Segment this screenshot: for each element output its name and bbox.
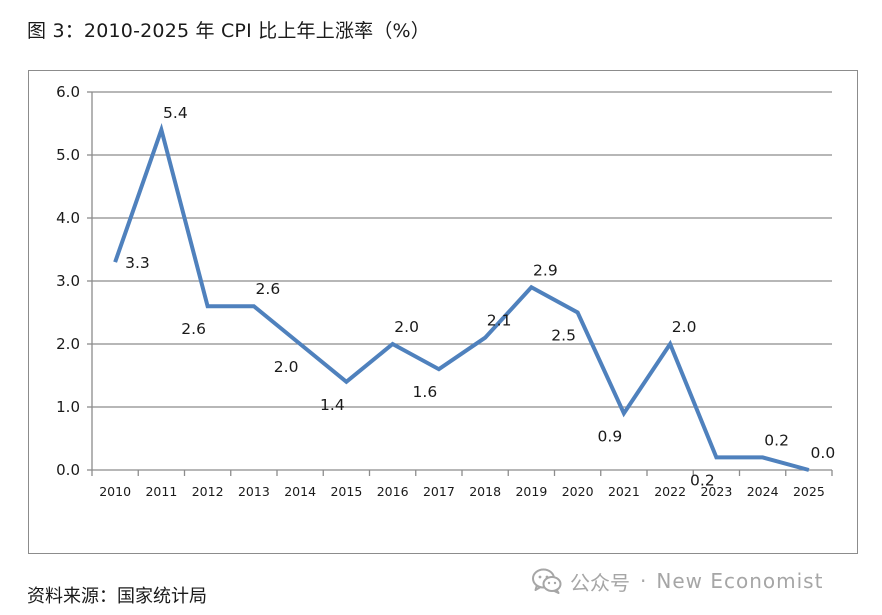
data-label: 0.0 (811, 444, 836, 462)
watermark-account: 公众号 (570, 570, 630, 595)
x-tick-label: 2010 (99, 484, 131, 499)
x-tick-label: 2014 (284, 484, 316, 499)
source-note: 资料来源：国家统计局 (27, 586, 207, 607)
chart-title: 图 3：2010-2025 年 CPI 比上年上涨率（%） (27, 20, 430, 42)
data-label: 2.1 (487, 312, 512, 330)
y-tick-label: 0.0 (56, 461, 80, 479)
data-label: 0.2 (690, 471, 715, 489)
watermark-separator: · (640, 569, 647, 593)
wechat-icon (532, 568, 562, 594)
x-tick-label: 2025 (793, 484, 825, 499)
data-label: 5.4 (163, 104, 188, 122)
chart-frame (28, 70, 858, 554)
x-tick-label: 2017 (423, 484, 455, 499)
x-tick-label: 2020 (562, 484, 594, 499)
watermark: 公众号 · New Economist (532, 567, 823, 595)
x-tick-label: 2016 (377, 484, 409, 499)
x-tick-label: 2023 (700, 484, 732, 499)
data-label: 0.9 (598, 427, 623, 445)
data-label: 2.0 (274, 358, 299, 376)
x-tick-label: 2022 (654, 484, 686, 499)
x-tick-label: 2013 (238, 484, 270, 499)
x-tick-label: 2012 (192, 484, 224, 499)
data-label: 2.6 (256, 280, 281, 298)
data-label: 0.2 (764, 431, 789, 449)
y-tick-label: 6.0 (56, 83, 80, 101)
x-tick-label: 2011 (145, 484, 177, 499)
y-tick-label: 5.0 (56, 146, 80, 164)
axes: 0.0 1.0 2.0 3.0 4.0 5.0 6.0 2010 2011 2012 2013 201… (56, 83, 833, 499)
data-label: 2.0 (672, 318, 697, 336)
data-label: 1.6 (413, 383, 438, 401)
x-tick-label: 2018 (469, 484, 501, 499)
watermark-brand: New Economist (656, 569, 824, 593)
data-label: 2.0 (394, 318, 419, 336)
x-tick-label: 2019 (515, 484, 547, 499)
series-line (113, 122, 810, 472)
y-tick-label: 4.0 (56, 209, 80, 227)
y-tick-label: 3.0 (56, 272, 80, 290)
y-tick-label: 1.0 (56, 398, 80, 416)
x-tick-label: 2015 (330, 484, 362, 499)
data-label: 2.9 (533, 261, 558, 279)
gridlines (92, 91, 832, 408)
data-label: 3.3 (125, 254, 150, 272)
x-tick-label: 2021 (608, 484, 640, 499)
data-label: 2.6 (181, 320, 206, 338)
y-tick-label: 2.0 (56, 335, 80, 353)
data-label: 2.5 (551, 327, 576, 345)
series-layer (113, 122, 810, 472)
data-labels: 3.3 5.4 2.6 2.6 2.0 1.4 2.0 1.6 2.1 2.9 2.5 0.9 2.0 0… (125, 104, 835, 490)
x-tick-label: 2024 (747, 484, 779, 499)
data-label: 1.4 (320, 396, 345, 414)
